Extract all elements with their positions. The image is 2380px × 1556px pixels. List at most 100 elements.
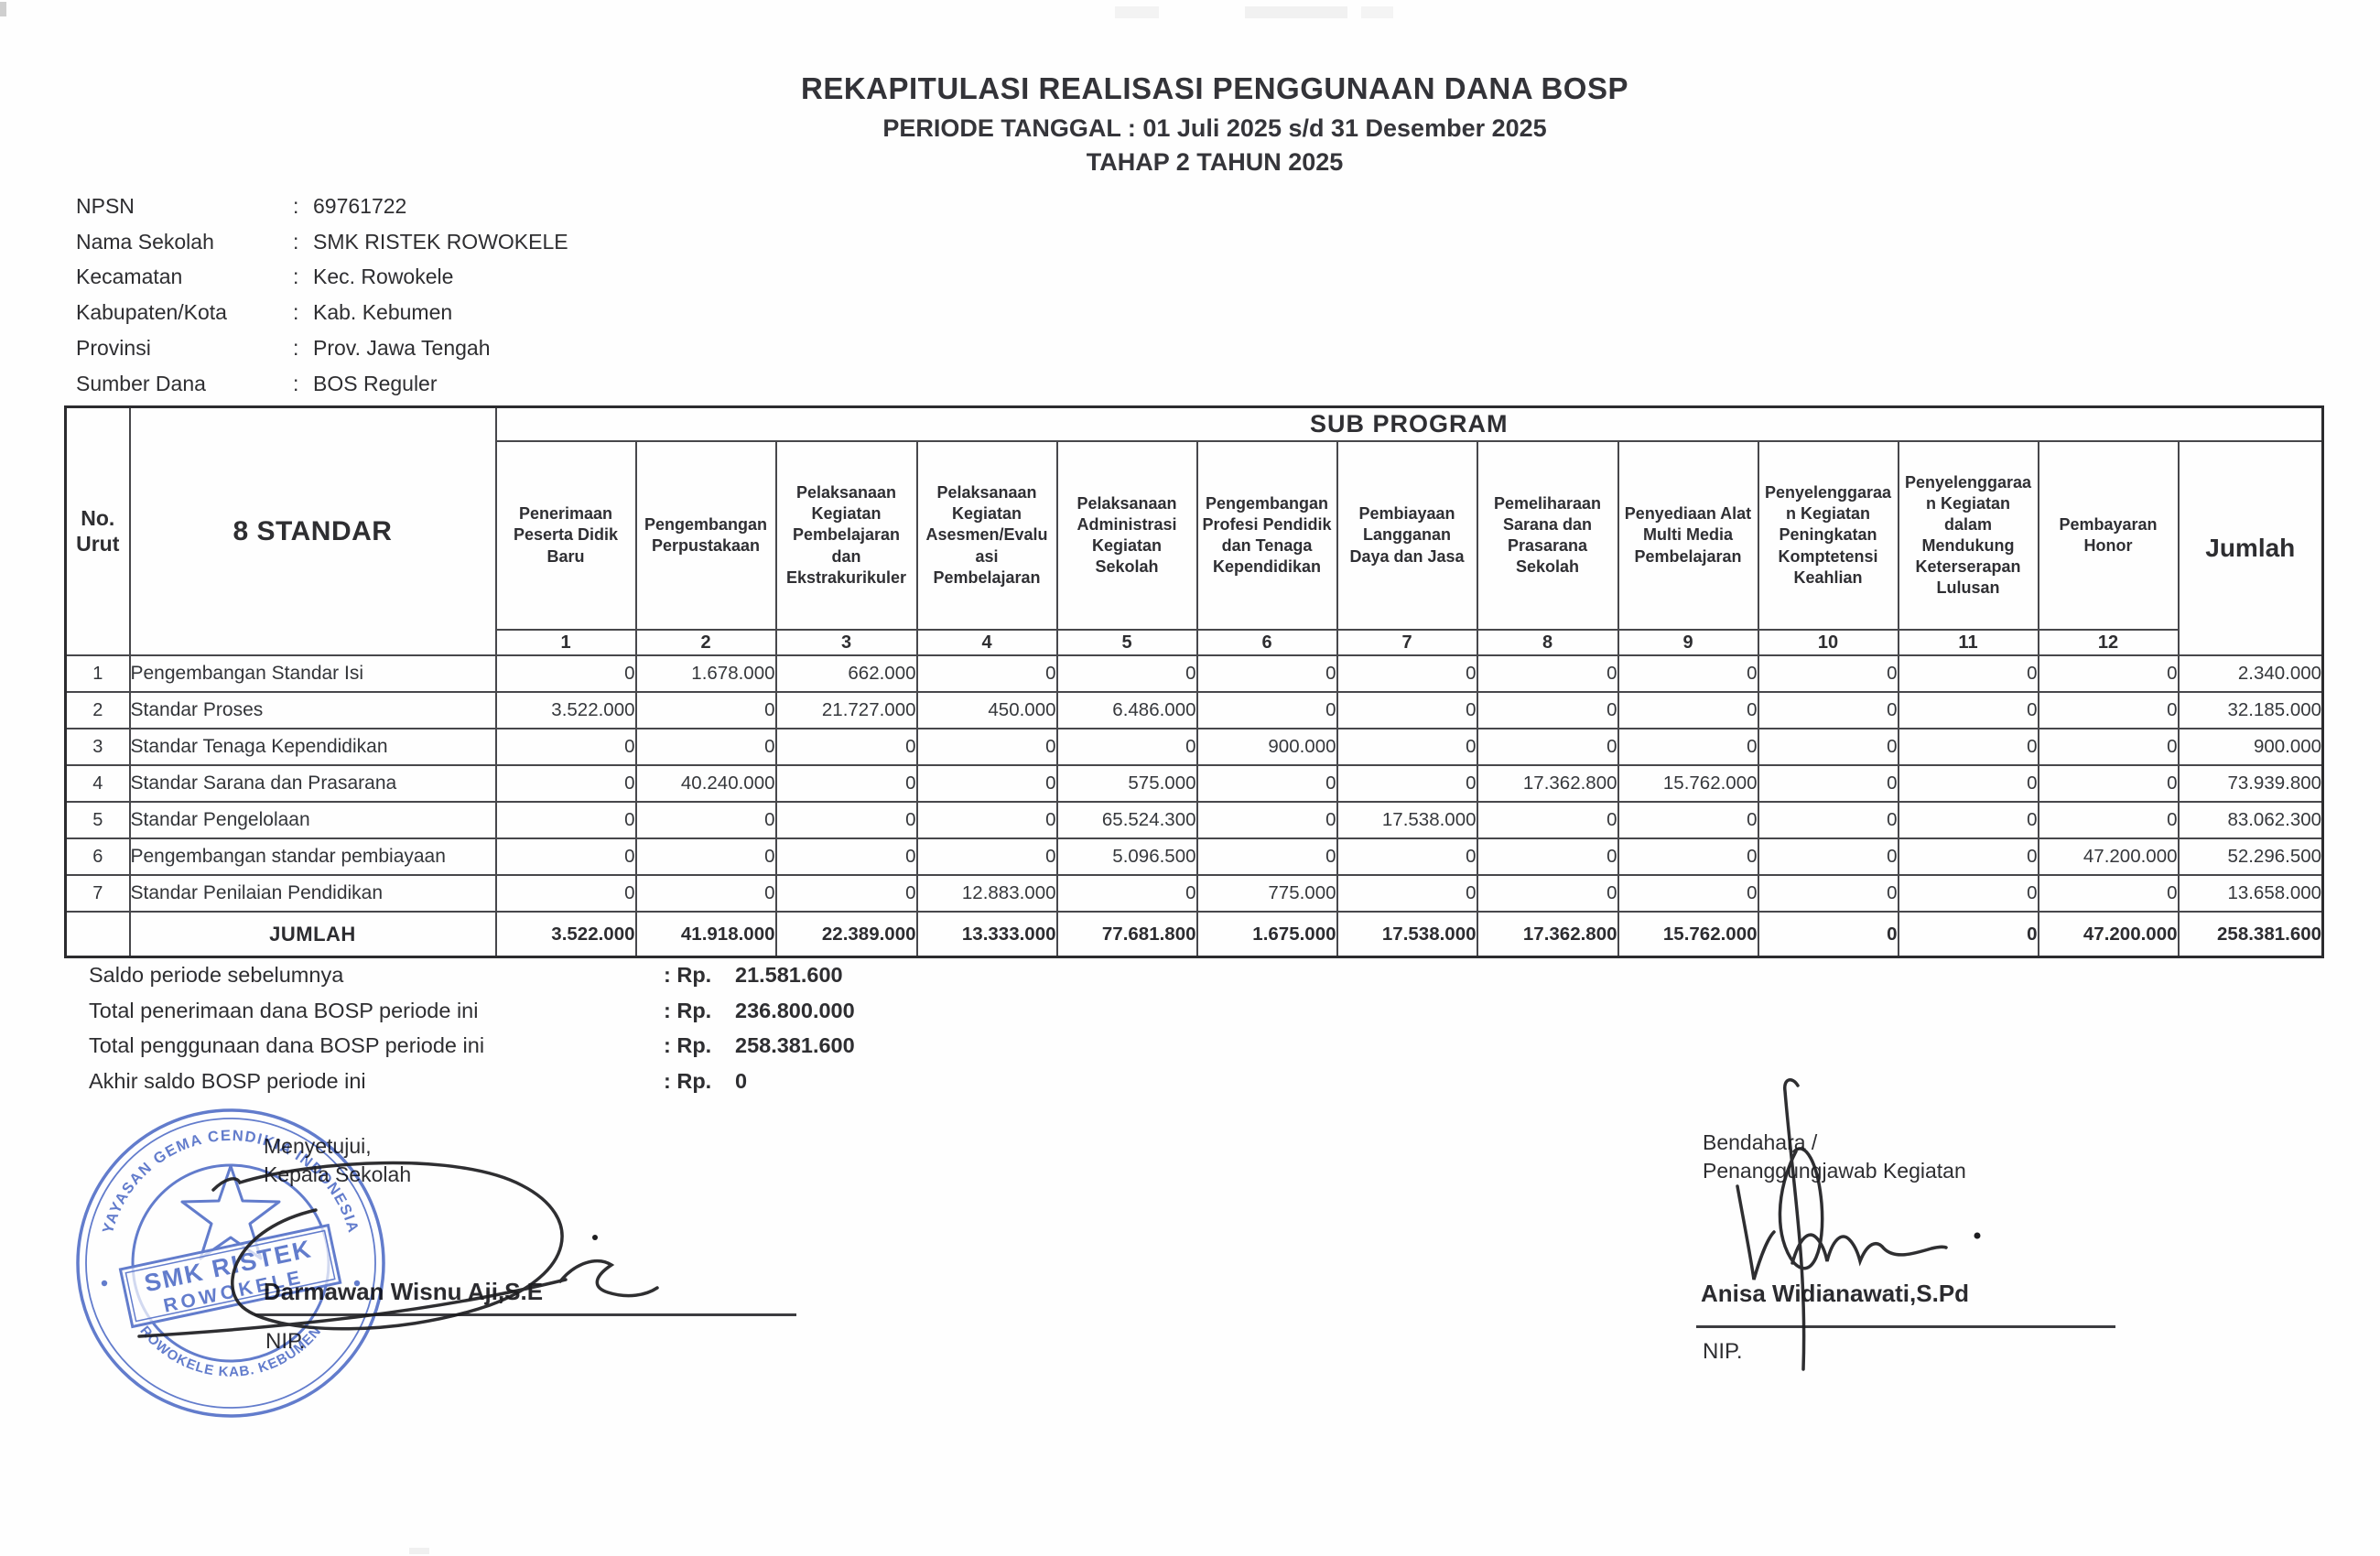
total-value-cell: 3.522.000 [494,911,637,958]
table-row: 2 Standar Proses 3.522.000 0 21.727.000 450.0… [64,691,2324,729]
school-info-label: Kecamatan [76,265,183,289]
school-info-label: Kabupaten/Kota [76,300,227,325]
summary-value: 0 [735,1069,748,1094]
value-cell: 1.678.000 [634,654,777,693]
value-cell: 0 [1757,728,1899,766]
value-cell: 0 [774,874,918,913]
row-label-cell: Pengembangan Standar Isi [128,654,497,693]
row-label-cell: Standar Tenaga Kependidikan [128,728,497,766]
school-info-row: Provinsi: Prov. Jawa Tengah [76,330,568,366]
value-cell: 0 [1897,801,2039,839]
table-row: 3 Standar Tenaga Kependidikan 0 0 0 0 0 900.000… [64,728,2324,766]
column-number: 12 [2037,629,2180,656]
col-header-no-urut: No. Urut [64,405,131,656]
value-cell: 65.524.300 [1055,801,1198,839]
school-info-separator: : [293,265,299,289]
value-cell: 0 [1336,874,1478,913]
value-cell: 0 [774,764,918,803]
column-header: Pembayaran Honor [2037,440,2180,631]
value-cell: 0 [1757,764,1899,803]
value-cell: 0 [634,691,777,729]
value-cell: 0 [1476,728,1619,766]
summary-currency-prefix: : Rp. [664,1069,712,1094]
school-info-value: 69761722 [313,193,407,218]
stamp-outer-ring [76,1108,385,1418]
column-number: 7 [1336,629,1478,656]
value-cell: 0 [2037,728,2180,766]
col-header-8-standar: 8 STANDAR [128,405,497,656]
value-cell: 47.200.000 [2037,837,2180,876]
summary-label: Saldo periode sebelumnya [89,962,344,987]
value-cell: 0 [1897,691,2039,729]
column-number: 3 [774,629,918,656]
signature-stroke [1736,1184,1776,1280]
row-number-cell: 5 [64,801,131,839]
value-cell: 0 [1476,691,1619,729]
summary-row: Saldo periode sebelumnya: Rp. 21.581.600 [89,957,855,993]
school-info-row: Nama Sekolah: SMK RISTEK ROWOKELE [76,224,568,260]
scan-artifact [0,2,6,16]
school-info-row: Kabupaten/Kota: Kab. Kebumen [76,295,568,330]
value-cell: 0 [2037,801,2180,839]
column-header: Pembiayaan Langganan Daya dan Jasa [1336,440,1478,631]
value-cell: 0 [1195,691,1338,729]
column-numbers-row: 1 2 3 4 5 6 7 8 9 10 11 12 [66,629,2323,656]
summary-row: Akhir saldo BOSP periode ini : Rp. 0 [89,1064,855,1099]
ink-dot [592,1235,598,1240]
school-info-row: NPSN:69761722 [76,189,568,224]
signature-stroke [1778,1147,1824,1270]
value-cell: 0 [915,837,1058,876]
summary-label: Akhir saldo BOSP periode ini [89,1069,366,1094]
col-header-jumlah: Jumlah [2177,440,2324,656]
scan-artifact [1115,6,1159,18]
table-row: 7 Standar Penilaian Pendidikan 0 0 0 12.883.0… [64,874,2324,913]
column-number: 4 [915,629,1058,656]
stamp-dot-left [101,1280,108,1287]
column-header: Penyelenggaraa n Kegiatan Peningkatan Ko… [1757,440,1899,631]
stamp-banner [118,1223,342,1329]
document-title: REKAPITULASI REALISASI PENGGUNAAN DANA B… [800,71,1628,105]
value-cell: 0 [1336,654,1478,693]
row-label-cell: Standar Pengelolaan [128,801,497,839]
column-labels-row: Penerimaan Peserta Didik Baru Pengembanga… [66,440,2324,656]
summary-row: Total penggunaan dana BOSP periode ini: … [89,1029,855,1064]
summary-value: 258.381.600 [735,1033,855,1058]
value-cell: 0 [1336,728,1478,766]
value-cell: 0 [1476,837,1619,876]
value-cell: 0 [1055,728,1198,766]
value-cell: 6.486.000 [1055,691,1198,729]
value-cell: 40.240.000 [634,764,777,803]
summary-label: Total penerimaan dana BOSP periode ini [89,998,479,1022]
school-info-label: Provinsi [76,336,151,361]
row-number-cell: 1 [64,654,131,693]
row-number-cell: 7 [64,874,131,913]
value-cell: 0 [915,728,1058,766]
value-cell: 0 [774,801,918,839]
summary-block: Saldo periode sebelumnya: Rp. 21.581.600 T… [89,957,855,1099]
school-info-separator: : [293,371,299,395]
column-number: 6 [1195,629,1338,656]
school-info-separator: : [293,229,299,254]
summary-row: Total penerimaan dana BOSP periode ini: … [89,993,855,1029]
value-cell: 0 [1336,691,1478,729]
table-total-row: JUMLAH 3.522.000 41.918.000 22.389.000 13.33… [64,911,2324,958]
row-total-cell: 13.658.000 [2177,874,2324,913]
value-cell: 0 [1757,874,1899,913]
row-total-cell: 2.340.000 [2177,654,2324,693]
column-header: Penyediaan Alat Multi Media Pembelajaran [1617,440,1759,631]
school-info-label: NPSN [76,193,135,218]
column-number: 5 [1055,629,1198,656]
school-info-value: Prov. Jawa Tengah [313,336,491,361]
school-info-row: Sumber Dana: BOS Reguler [76,366,568,402]
value-cell: 17.362.800 [1476,764,1619,803]
school-info: NPSN:69761722 Nama Sekolah: SMK RISTEK ROW… [76,189,568,402]
row-total-cell: 83.062.300 [2177,801,2324,839]
value-cell: 12.883.000 [915,874,1058,913]
total-value-cell: 17.362.800 [1476,911,1619,958]
total-value-cell: 41.918.000 [634,911,777,958]
table-row: 5 Standar Pengelolaan 0 0 0 0 65.524.300 0 17.53… [64,801,2324,839]
value-cell: 0 [1897,837,2039,876]
table-row: 4 Standar Sarana dan Prasarana 0 40.240.000… [64,764,2324,803]
value-cell: 0 [2037,764,2180,803]
